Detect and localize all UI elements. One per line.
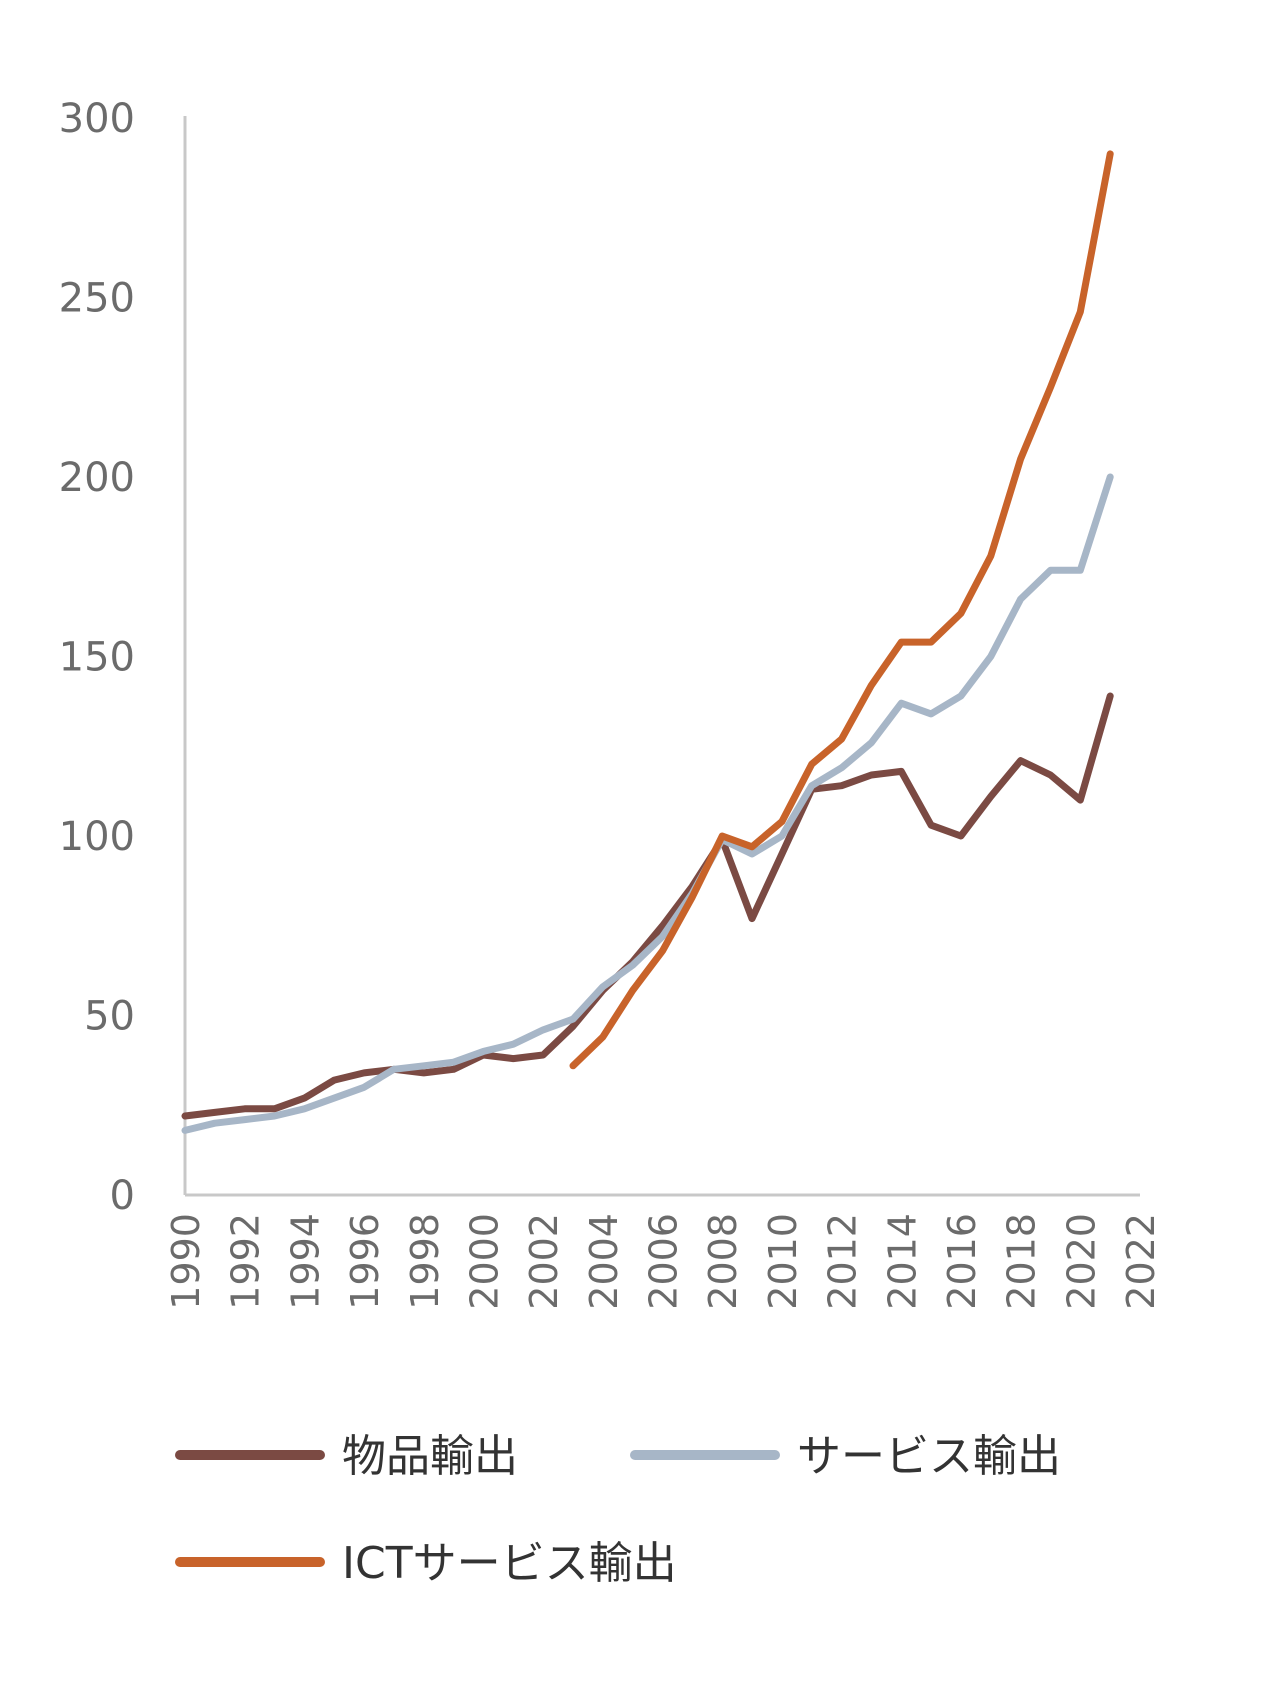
y-tick-label: 250 — [59, 276, 135, 322]
x-tick-label: 2014 — [880, 1213, 924, 1310]
legend-label-2: サービス輸出 — [797, 1431, 1061, 1482]
legend-label-3: ICTサービス輸出 — [342, 1538, 677, 1589]
x-tick-label: 2012 — [821, 1213, 865, 1310]
x-tick-label: 1996 — [343, 1213, 387, 1310]
legend-label-1: 物品輸出 — [342, 1431, 518, 1482]
x-tick-label: 2004 — [582, 1213, 626, 1310]
x-tick-label: 2002 — [522, 1213, 566, 1310]
y-tick-label: 50 — [84, 994, 135, 1040]
series-line-1 — [181, 692, 1114, 1120]
series-line-3 — [569, 150, 1114, 1070]
x-tick-label: 2008 — [701, 1213, 745, 1310]
x-tick-label: 1994 — [283, 1213, 327, 1310]
x-tick-label: 2022 — [1119, 1213, 1163, 1310]
x-tick-label: 1992 — [224, 1213, 268, 1310]
x-tick-label: 2000 — [462, 1213, 506, 1310]
y-tick-label: 0 — [110, 1173, 135, 1219]
series-line-2 — [181, 473, 1114, 1134]
x-tick-label: 2020 — [1059, 1213, 1103, 1310]
x-tick-label: 2016 — [940, 1213, 984, 1310]
y-tick-label: 100 — [59, 814, 135, 860]
x-tick-label: 1990 — [164, 1213, 208, 1310]
y-tick-label: 150 — [59, 635, 135, 681]
x-tick-label: 2010 — [761, 1213, 805, 1310]
x-tick-label: 2018 — [1000, 1213, 1044, 1310]
y-tick-label: 200 — [59, 455, 135, 501]
x-tick-label: 2006 — [642, 1213, 686, 1310]
y-tick-label: 300 — [59, 96, 135, 142]
x-tick-label: 1998 — [403, 1213, 447, 1310]
